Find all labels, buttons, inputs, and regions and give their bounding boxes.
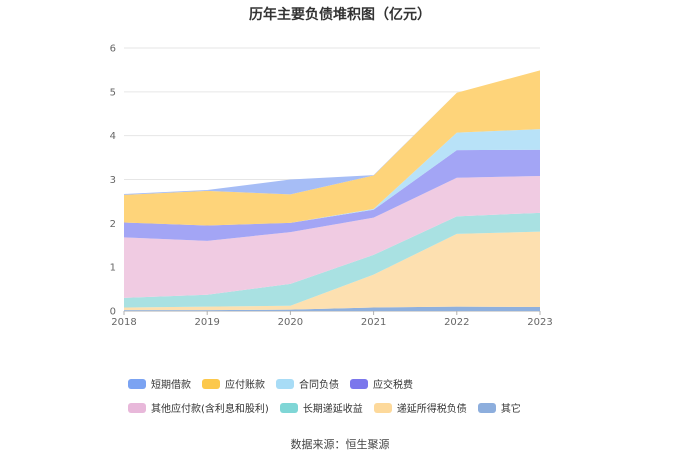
x-tick-label: 2021 [361,317,386,328]
legend-label: 短期借款 [151,380,191,391]
legend: 短期借款 应付账款 合同负债 应交税费其他应付款(含利息和股利) 长期递延收益 递延所得税… [128,376,568,424]
y-tick-label: 4 [110,131,116,142]
legend-item[interactable]: 合同负债 [276,376,339,391]
x-tick-label: 2020 [278,317,303,328]
chart-title: 历年主要负债堆积图（亿元） [249,7,431,23]
legend-label: 长期递延收益 [302,404,363,415]
legend-item[interactable]: 递延所得税负债 [373,400,467,415]
legend-label: 应交税费 [373,380,413,391]
legend-item[interactable]: 其它 [477,400,521,415]
x-tick-label: 2019 [194,317,219,328]
y-tick-label: 6 [110,44,116,55]
legend-swatch [276,378,294,389]
area-series-3 [124,175,540,298]
legend-swatch [279,402,298,413]
area-series-6 [124,70,540,226]
legend-item[interactable]: 短期借款 [128,376,191,391]
legend-label: 应付账款 [225,380,265,391]
axes: 0 1 2 3 4 5 6 2018 2019 2020 2021 2022 2023 [110,44,553,329]
area-series-4 [124,149,540,241]
area-series-0 [124,306,540,311]
legend-swatch [373,402,392,413]
area-series-5 [124,129,540,226]
y-tick-label: 3 [110,175,116,186]
legend-swatch [350,378,368,389]
data-source-note: 数据来源：恒生聚源 [290,438,390,451]
legend-label: 递延所得税负债 [396,404,467,415]
y-tick-label: 1 [110,263,116,274]
x-tick-label: 2022 [444,317,469,328]
legend-item[interactable]: 其他应付款(含利息和股利) [128,400,269,415]
y-tick-label: 2 [110,219,116,230]
legend-label: 合同负债 [299,380,339,391]
y-tick-label: 5 [110,87,116,98]
area-series-1 [124,231,540,311]
legend-swatch [202,378,220,389]
legend-label: 其它 [500,404,521,415]
legend-label: 其他应付款(含利息和股利) [151,404,269,415]
legend-item[interactable]: 应付账款 [202,376,265,391]
legend-swatch [128,378,146,389]
x-tick-label: 2018 [111,317,136,328]
y-tick-label: 0 [110,307,116,318]
area-series-2 [124,212,540,308]
area-series [124,70,540,311]
legend-item[interactable]: 长期递延收益 [279,400,363,415]
legend-swatch [128,402,146,413]
legend-swatch [477,402,496,413]
legend-item[interactable]: 应交税费 [350,376,413,391]
x-tick-label: 2023 [527,317,552,328]
